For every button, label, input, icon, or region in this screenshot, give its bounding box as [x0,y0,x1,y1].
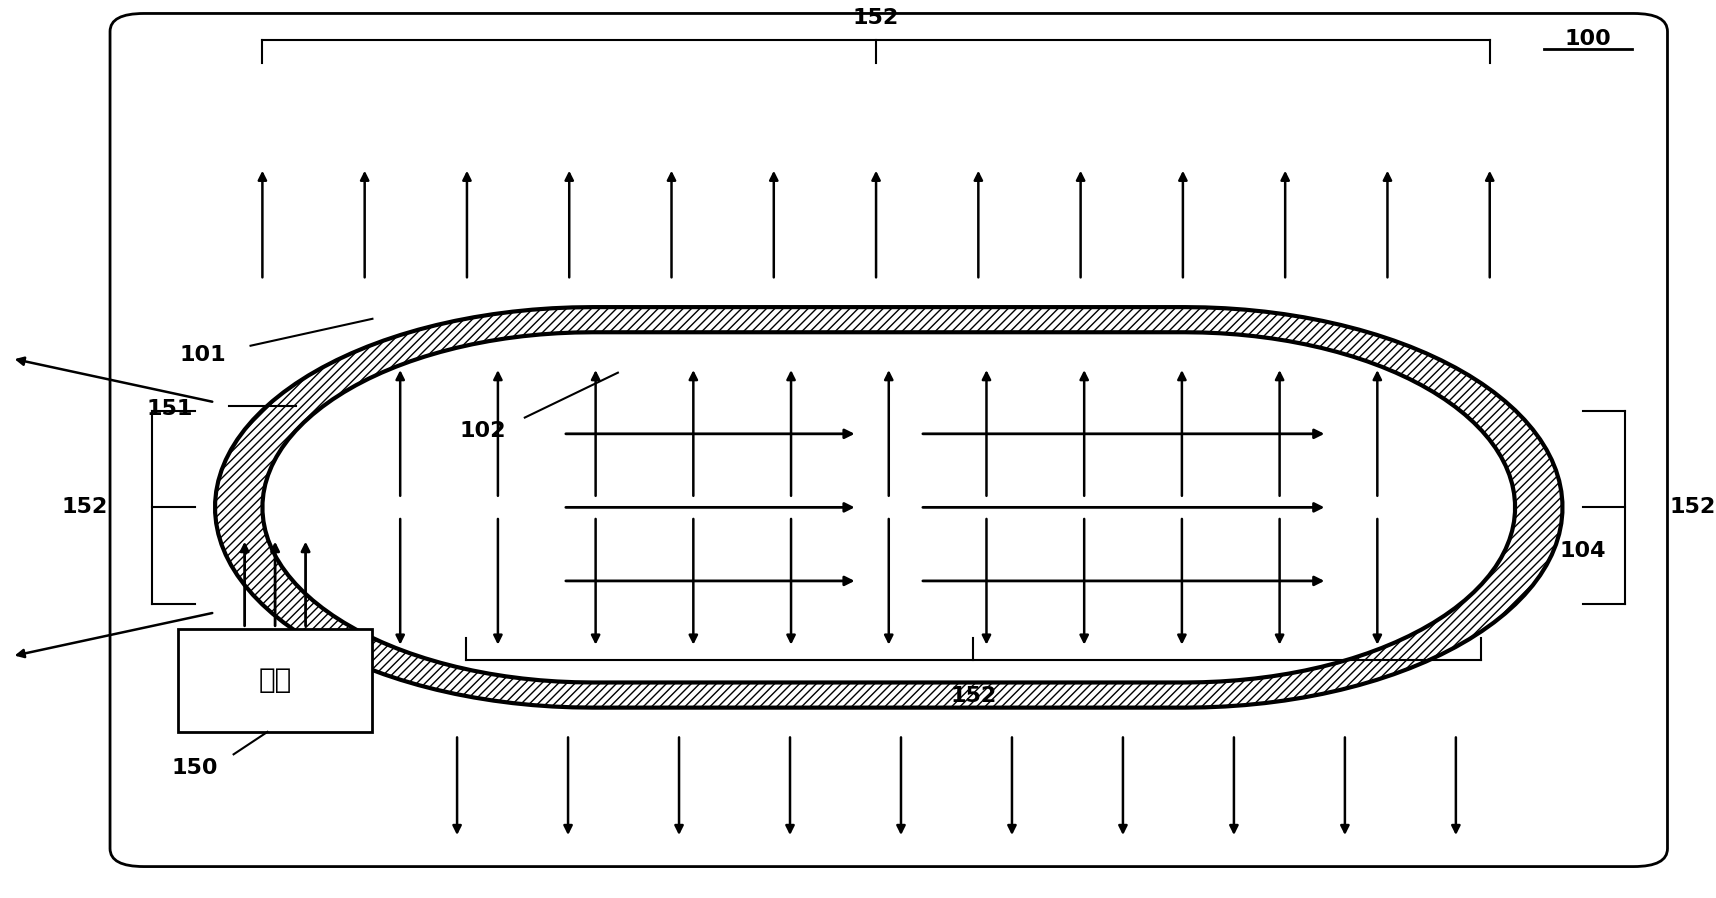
Polygon shape [263,332,1515,682]
Polygon shape [214,307,1562,708]
Text: 152: 152 [62,497,108,517]
Text: 151: 151 [146,399,192,418]
Text: 102: 102 [460,421,506,441]
Text: 150: 150 [172,758,218,778]
Text: 152: 152 [951,686,997,706]
Text: 152: 152 [1670,497,1716,517]
Text: 104: 104 [1560,541,1606,561]
Bar [178,629,372,732]
Text: 152: 152 [853,8,899,28]
Text: 热源: 热源 [259,666,292,694]
Text: 100: 100 [1565,30,1611,49]
Text: 101: 101 [180,345,227,365]
